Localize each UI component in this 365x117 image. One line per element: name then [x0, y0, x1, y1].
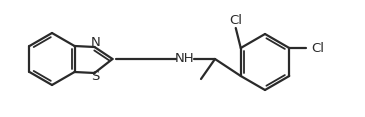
Text: NH: NH	[175, 51, 195, 64]
Text: Cl: Cl	[312, 42, 325, 55]
Text: N: N	[91, 37, 100, 49]
Text: S: S	[91, 71, 100, 84]
Text: Cl: Cl	[229, 13, 242, 26]
